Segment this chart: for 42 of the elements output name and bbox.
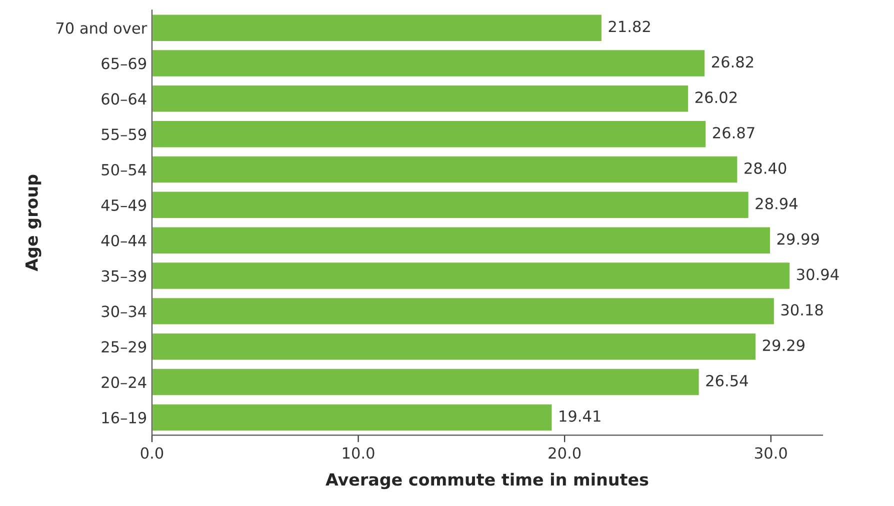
data-label: 19.41 bbox=[560, 410, 600, 422]
data-label: 26.02 bbox=[695, 92, 737, 104]
data-label: 29.29 bbox=[762, 339, 804, 352]
y-tick-label: 40–44 bbox=[101, 234, 146, 246]
x-tick-label: 20.0 bbox=[548, 447, 581, 459]
y-tick-label: 50–54 bbox=[102, 164, 146, 176]
x-axis-title: Average commute time in minutes bbox=[326, 472, 648, 490]
bar bbox=[152, 226, 772, 255]
data-label: 28.40 bbox=[744, 162, 786, 174]
bar bbox=[152, 13, 603, 42]
data-label: 26.54 bbox=[706, 374, 748, 386]
y-tick-label: 70 and over bbox=[56, 22, 148, 34]
bar bbox=[152, 84, 690, 114]
bar bbox=[152, 120, 708, 149]
x-tick-label: 10.0 bbox=[342, 447, 374, 459]
data-label: 30.18 bbox=[781, 304, 823, 316]
x-tick-label: 0.0 bbox=[140, 447, 164, 459]
y-tick-label: 30–34 bbox=[102, 306, 146, 318]
bar bbox=[152, 368, 700, 397]
bar bbox=[152, 190, 750, 220]
y-tick-label: 16–19 bbox=[102, 412, 146, 424]
y-tick-label: 55–59 bbox=[102, 128, 146, 140]
data-label: 26.82 bbox=[712, 56, 754, 68]
y-tick-label: 45–49 bbox=[101, 199, 146, 211]
y-tick-label: 20–24 bbox=[102, 376, 146, 388]
bar bbox=[152, 332, 757, 362]
bar bbox=[152, 261, 791, 290]
bar bbox=[152, 48, 706, 78]
y-tick-label: 65–69 bbox=[102, 58, 146, 70]
bar bbox=[152, 296, 776, 326]
bar bbox=[152, 402, 554, 432]
y-tick-label: 25–29 bbox=[102, 341, 146, 353]
x-tick-label: 30.0 bbox=[755, 447, 787, 459]
data-label: 21.82 bbox=[608, 20, 650, 32]
data-label: 30.94 bbox=[797, 268, 839, 280]
data-label: 29.99 bbox=[777, 233, 819, 245]
y-tick-label: 35–39 bbox=[102, 270, 146, 282]
bar bbox=[152, 155, 739, 184]
data-label: 28.94 bbox=[756, 198, 798, 210]
y-axis-title: Age group bbox=[26, 174, 42, 272]
data-label: 26.87 bbox=[713, 126, 754, 139]
y-tick-label: 60–64 bbox=[102, 93, 146, 105]
